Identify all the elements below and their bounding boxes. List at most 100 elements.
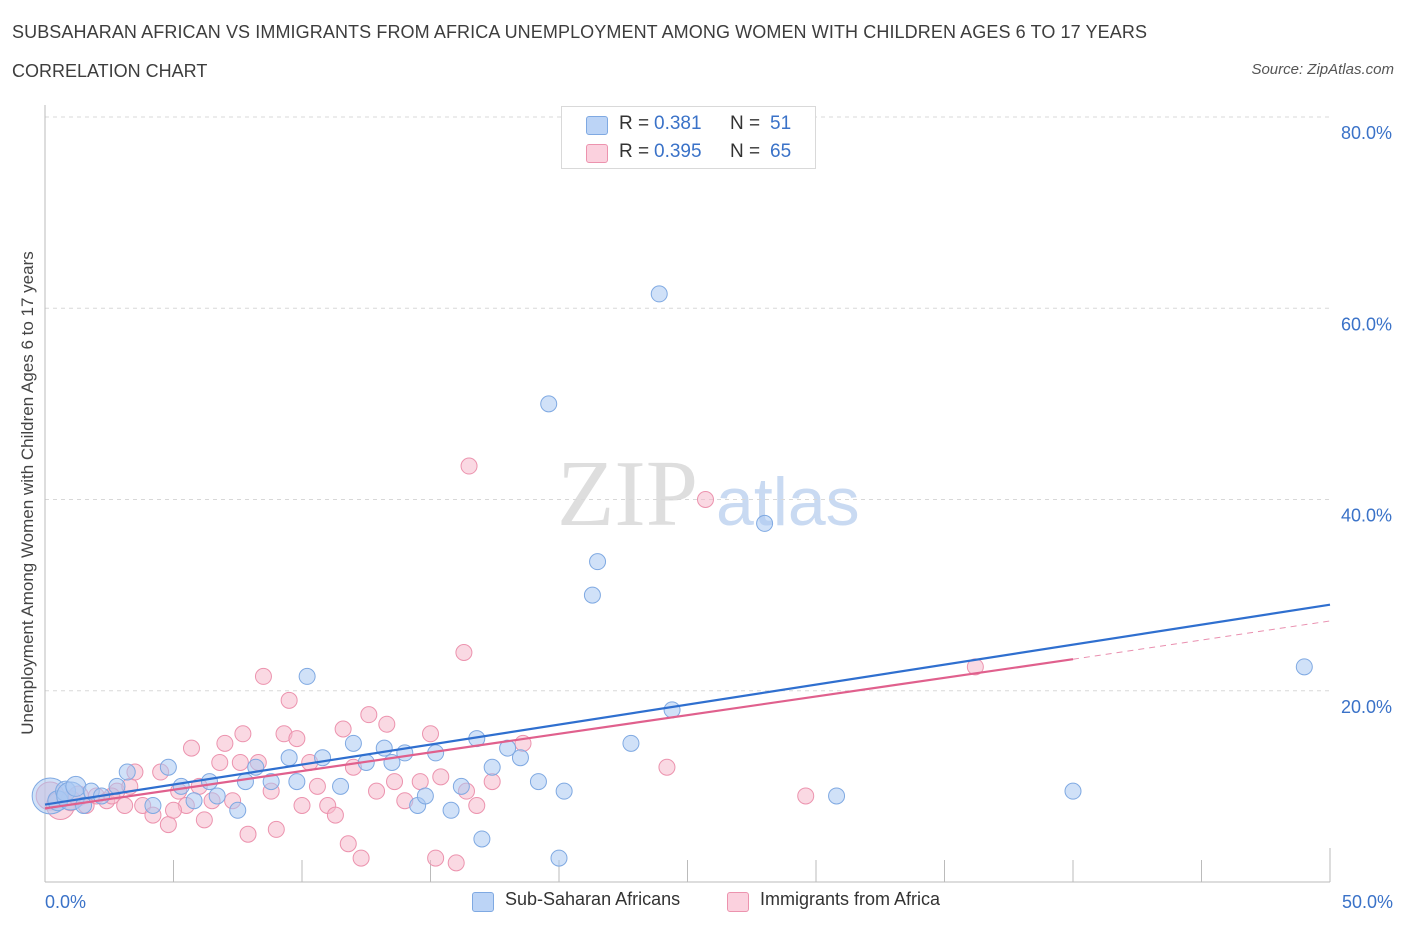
data-point-sub-saharan (473, 830, 491, 848)
data-point-immigrants (422, 725, 439, 743)
source-label: Source: ZipAtlas.com (1251, 61, 1394, 78)
data-point-sub-saharan (529, 773, 547, 791)
data-point-immigrants (234, 725, 252, 743)
data-point-immigrants (352, 849, 370, 867)
watermark-atlas: atlas (716, 464, 860, 540)
axes (44, 105, 1331, 883)
y-tick-label: 20.0% (1341, 697, 1392, 717)
chart-title: SUBSAHARAN AFRICAN VS IMMIGRANTS FROM AF… (12, 22, 1148, 42)
legend-swatch-pink (586, 144, 608, 163)
data-point-sub-saharan (540, 395, 558, 413)
bottom-legend-swatch-pink (727, 892, 749, 912)
data-point-sub-saharan (1064, 782, 1082, 800)
data-point-immigrants (386, 773, 404, 791)
data-point-sub-saharan (550, 849, 568, 867)
data-point-sub-saharan (229, 801, 247, 819)
data-point-sub-saharan (344, 734, 362, 752)
data-point-sub-saharan (288, 773, 306, 791)
data-point-immigrants (239, 825, 257, 843)
legend-n-value: 51 (770, 113, 792, 134)
data-point-immigrants (293, 797, 311, 814)
x-tick-label: 0.0% (45, 892, 86, 912)
data-point-immigrants (308, 777, 326, 795)
bottom-legend-label: Sub-Saharan Africans (505, 889, 681, 909)
y-tick-label: 60.0% (1341, 314, 1392, 334)
data-point-sub-saharan (583, 586, 601, 604)
data-point-sub-saharan (118, 763, 136, 781)
data-point-immigrants (411, 773, 429, 791)
data-point-immigrants (455, 644, 473, 661)
data-point-immigrants (267, 820, 285, 838)
watermark: ZIP atlas (557, 442, 860, 546)
data-point-immigrants (254, 667, 272, 685)
data-point-immigrants (280, 691, 298, 709)
data-point-immigrants (483, 773, 501, 791)
data-point-sub-saharan (828, 787, 846, 805)
data-point-sub-saharan (332, 777, 350, 795)
data-point-sub-saharan (236, 773, 254, 791)
trend-line-immigrants (44, 658, 1074, 810)
data-point-sub-saharan (622, 734, 640, 752)
data-point-immigrants (447, 854, 465, 872)
data-point-immigrants (378, 715, 396, 733)
data-point-sub-saharan (208, 787, 226, 805)
legend-r-label: R = (619, 141, 650, 162)
data-point-sub-saharan (200, 773, 218, 791)
y-axis-label: Unemployment Among Women with Children A… (18, 251, 37, 735)
data-point-immigrants (432, 768, 450, 786)
data-point-immigrants (182, 739, 200, 757)
data-point-immigrants (165, 801, 182, 819)
data-point-sub-saharan (298, 667, 316, 685)
data-point-sub-saharan (185, 792, 203, 810)
x-tick-label: 50.0% (1342, 892, 1393, 912)
data-point-sub-saharan (280, 749, 298, 767)
data-point-immigrants (195, 811, 213, 829)
data-point-immigrants (288, 730, 306, 748)
data-point-sub-saharan (1295, 658, 1313, 676)
data-point-immigrants (468, 797, 486, 814)
gridlines (45, 116, 1330, 692)
data-point-immigrants (658, 758, 676, 776)
y-tick-label: 80.0% (1341, 123, 1392, 143)
data-point-sub-saharan (144, 797, 162, 814)
watermark-zip: ZIP (557, 442, 698, 546)
data-point-immigrants (797, 787, 815, 805)
legend-swatch-blue (586, 116, 608, 135)
data-point-sub-saharan (756, 514, 774, 532)
data-point-immigrants (460, 457, 478, 475)
data-point-immigrants (216, 734, 234, 752)
data-point-immigrants (339, 835, 357, 853)
data-point-sub-saharan (511, 749, 529, 767)
data-point-sub-saharan (499, 739, 517, 757)
data-point-immigrants (326, 806, 344, 824)
legend-r-label: R = (619, 113, 650, 134)
chart-subtitle: CORRELATION CHART (12, 61, 208, 81)
data-point-immigrants (696, 491, 714, 508)
data-point-sub-saharan (262, 773, 280, 791)
legend-n-label: N = (730, 113, 761, 134)
data-point-immigrants (334, 720, 352, 738)
legend-r-value: 0.395 (654, 141, 702, 162)
y-tick-label: 40.0% (1341, 506, 1392, 526)
data-point-sub-saharan (159, 758, 177, 776)
tick-labels: 20.0% 40.0% 60.0% 80.0% 0.0% 50.0% (45, 123, 1393, 912)
data-point-sub-saharan (555, 782, 573, 800)
data-point-immigrants (231, 753, 249, 771)
trend-line-immigrants-extension (1072, 620, 1331, 660)
data-point-sub-saharan (65, 775, 87, 797)
bottom-legend-label: Immigrants from Africa (760, 889, 941, 909)
data-point-sub-saharan (416, 787, 434, 805)
legend-r-value: 0.381 (654, 113, 702, 134)
data-point-sub-saharan (589, 553, 607, 571)
data-point-sub-saharan (483, 758, 501, 776)
legend-n-label: N = (730, 141, 761, 162)
data-point-sub-saharan (172, 777, 190, 795)
data-point-immigrants (159, 816, 177, 834)
data-point-immigrants (427, 849, 445, 867)
data-point-sub-saharan (452, 777, 470, 795)
correlation-legend: R = 0.381 N = 51 R = 0.395 N = 65 (561, 106, 816, 169)
data-point-immigrants (368, 782, 386, 800)
data-point-immigrants (211, 753, 229, 771)
data-point-immigrants (360, 706, 378, 724)
